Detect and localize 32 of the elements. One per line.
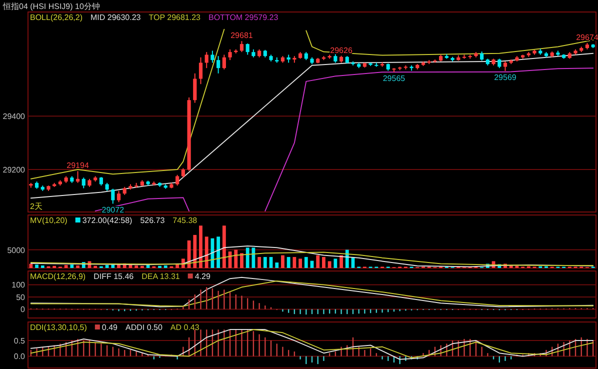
legend-label: 0.49 <box>102 323 118 332</box>
chart-title: DDI(13,30,10,5) <box>30 323 88 332</box>
legend-label: 4.29 <box>194 272 211 281</box>
annotation: 29626 <box>330 46 353 55</box>
text: DEA 13.31 <box>142 272 180 281</box>
text: TOP 29681.23 <box>148 13 202 22</box>
text: 526.73 <box>140 216 166 225</box>
text: BOTTOM 29579.23 <box>208 13 279 22</box>
y-tick-label: 0.0 <box>14 352 26 362</box>
annotation: 29194 <box>66 161 90 170</box>
chart-subtitle: BOLL(26,26,2) <box>30 13 83 22</box>
annotation: 29681 <box>230 31 254 40</box>
y-tick-label: 29400 <box>2 112 26 122</box>
y-tick-label: 0 <box>20 305 26 314</box>
text: 745.38 <box>172 216 198 225</box>
y-tick-label: 29200 <box>2 166 26 175</box>
chart-title: MACD(12,26,9) <box>30 272 86 281</box>
chart-title: 恒指04 (HSI HSIJ9) 10分钟 <box>2 2 100 11</box>
y-tick-label: 100 <box>12 280 26 290</box>
y-tick-label: 0.5 <box>14 336 26 346</box>
annotation: 29674 <box>576 32 598 42</box>
text: DIFF 15.46 <box>94 272 134 281</box>
legend-label: 372.00(42:58) <box>82 216 133 225</box>
series-label: ADDI 0.50 <box>126 323 163 332</box>
chart-title: MV(10,20) <box>30 216 68 225</box>
y-tick-label: 50 <box>16 292 26 302</box>
annotation: 2天 <box>30 202 42 211</box>
text: AD 0.43 <box>170 323 200 332</box>
annotation: 29565 <box>382 74 406 84</box>
text: MID 29630.23 <box>90 13 142 22</box>
text: 5000 <box>7 246 26 255</box>
annotation: 29569 <box>494 73 517 82</box>
